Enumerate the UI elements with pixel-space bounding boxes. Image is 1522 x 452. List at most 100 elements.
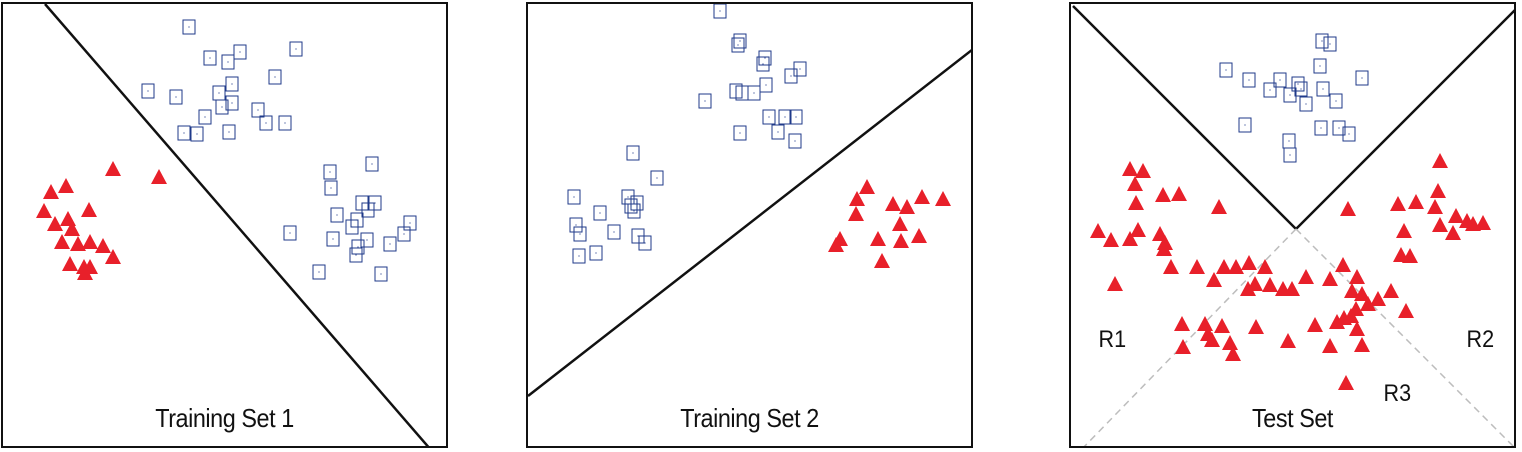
region-label-r2: R2 [1466,326,1495,353]
triangle-marker [1189,259,1205,274]
square-marker [141,83,155,99]
triangle-marker [1163,259,1179,274]
square-center-dot [332,238,334,240]
square-marker [593,205,607,221]
square-center-dot [1289,94,1291,96]
triangle-marker [1354,286,1370,301]
triangle-marker [1216,259,1232,274]
square-marker [312,264,326,280]
triangle-marker [1432,217,1448,232]
square-center-dot [1338,127,1340,129]
square-center-dot [196,133,198,135]
square-marker [1314,120,1328,136]
square-center-dot [1329,43,1331,45]
square-marker [278,115,292,131]
square-marker [222,124,236,140]
triangle-marker [47,216,63,231]
square-marker [1238,117,1252,133]
triangle-marker [1155,187,1171,202]
square-center-dot [239,51,241,53]
square-marker [627,203,641,219]
square-marker [374,266,388,282]
square-marker [733,33,747,49]
square-marker [1323,36,1337,52]
square-center-dot [318,271,320,273]
square-marker [383,236,397,252]
triangle-marker [62,256,78,271]
square-center-dot [1269,89,1271,91]
triangle-marker [1360,296,1376,311]
triangle-marker [828,237,844,252]
square-center-dot [1225,69,1227,71]
square-center-dot [274,76,276,78]
square-center-dot [1322,88,1324,90]
square-center-dot [575,224,577,226]
triangle-marker [849,191,865,206]
square-marker [1329,93,1343,109]
panel-training-set-2: Training Set 2 [526,2,973,448]
triangle-marker [1211,199,1227,214]
square-marker [349,247,363,263]
square-marker [1291,76,1305,92]
triangle-marker [1248,319,1264,334]
square-marker [569,217,583,233]
square-center-dot [175,96,177,98]
square-center-dot [768,116,770,118]
square-marker [638,235,652,251]
square-marker [589,245,603,261]
square-marker [762,109,776,125]
region-label-r1: R1 [1098,326,1127,353]
square-center-dot [403,233,405,235]
triangle-marker [885,196,901,211]
square-center-dot [231,83,233,85]
boundary-left-solid [1072,5,1297,230]
square-marker [324,180,338,196]
square-center-dot [367,209,369,211]
square-center-dot [284,122,286,124]
triangle-marker [1122,161,1138,176]
triangle-marker [1175,339,1191,354]
square-marker [190,126,204,142]
triangle-marker [1262,277,1278,292]
square-center-dot [1279,79,1281,81]
decision-boundary-line [528,49,971,397]
square-center-dot [1361,77,1363,79]
triangle-marker [1127,176,1143,191]
square-center-dot [704,100,706,102]
triangle-marker [43,184,59,199]
square-center-dot [1297,83,1299,85]
square-marker [771,124,785,140]
square-marker [572,248,586,264]
square-marker [259,115,273,131]
training-set-1-plot [36,4,430,446]
square-marker [1294,81,1308,97]
square-marker [182,19,196,35]
square-center-dot [794,140,796,142]
triangle-marker [1204,332,1220,347]
test-set-plot [1072,5,1514,446]
triangle-marker [1135,163,1151,178]
square-center-dot [739,132,741,134]
triangle-marker [105,249,121,264]
square-marker [626,145,640,161]
triangle-marker [1171,186,1187,201]
square-center-dot [777,131,779,133]
triangle-marker [1402,248,1418,263]
triangle-marker [1128,195,1144,210]
square-marker [573,226,587,242]
triangle-marker [105,161,121,176]
square-marker [733,125,747,141]
square-center-dot [295,48,297,50]
triangle-marker [1349,269,1365,284]
triangle-marker [95,238,111,253]
square-center-dot [784,116,786,118]
square-center-dot [595,252,597,254]
triangle-marker [1349,321,1365,336]
square-center-dot [613,231,615,233]
triangle-marker [1240,281,1256,296]
triangle-marker [1338,375,1354,390]
square-center-dot [374,202,376,204]
square-center-dot [289,232,291,234]
triangle-marker [1344,283,1360,298]
square-center-dot [1320,127,1322,129]
